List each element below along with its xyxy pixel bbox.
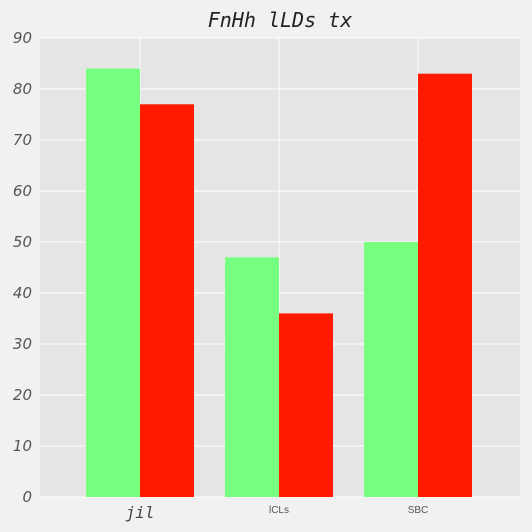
bar-jil-series-1 [86, 68, 140, 497]
y-axis: 0 10 20 30 40 50 60 70 80 90 [13, 29, 32, 506]
x-tick-label: lCLs [269, 505, 289, 516]
y-tick-label: 80 [13, 80, 32, 98]
chart-title: FnHh lLDs tx [208, 8, 353, 32]
y-tick-label: 60 [13, 182, 32, 200]
y-tick-label: 50 [13, 233, 32, 251]
bar-jil-series-2 [140, 104, 194, 498]
x-axis: jil lCLs SBC [126, 503, 429, 522]
y-tick-label: 90 [13, 29, 32, 47]
y-tick-label: 0 [22, 488, 32, 506]
bars [86, 68, 472, 498]
y-tick-label: 70 [13, 131, 32, 149]
y-tick-label: 30 [13, 335, 32, 353]
bar-SBC-series-2 [418, 73, 472, 497]
bar-SBC-series-1 [364, 242, 418, 497]
y-tick-label: 40 [13, 284, 32, 302]
y-tick-label: 10 [13, 437, 32, 455]
bar-lCLs-series-2 [279, 313, 333, 497]
y-tick-label: 20 [13, 386, 32, 404]
x-tick-label: SBC [408, 505, 429, 516]
bar-lCLs-series-1 [225, 257, 279, 497]
x-tick-label: jil [126, 503, 155, 522]
